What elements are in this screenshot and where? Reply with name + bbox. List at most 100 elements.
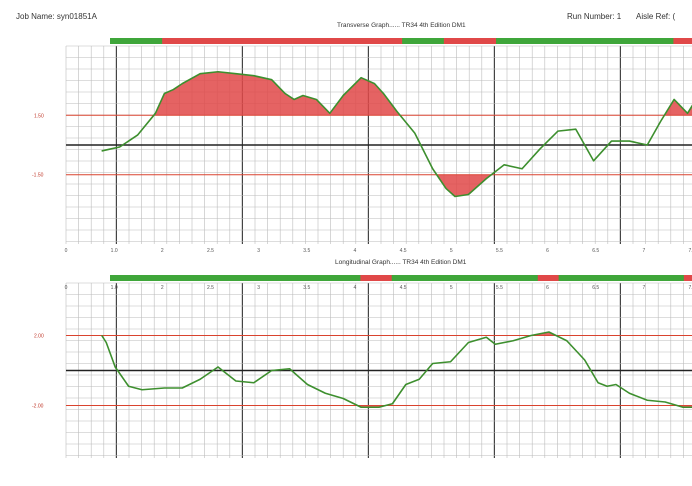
longitudinal-status-segment [652,275,665,281]
transverse-status-segment [349,38,362,44]
transverse-x-tick-label: 5.5 [496,248,503,254]
transverse-status-segment [589,38,602,44]
longitudinal-status-segment [349,275,362,281]
longitudinal-x-tick-label: 3.5 [303,285,310,291]
longitudinal-data-point [378,406,380,408]
longitudinal-data-point [181,387,183,389]
longitudinal-status-segment [454,275,466,281]
transverse-status-segment [673,38,686,44]
transverse-data-point [445,188,447,189]
transverse-status-segment [642,38,654,44]
longitudinal-data-point [163,387,165,389]
transverse-status-segment [662,38,675,44]
transverse-status-segment [110,38,122,44]
transverse-status-segment [548,38,560,44]
longitudinal-status-segment [631,275,644,281]
run-number: Run Number: 1 [567,12,622,21]
transverse-data-point [101,150,103,152]
transverse-data-point [575,128,577,130]
transverse-status-segment [621,38,633,44]
transverse-data-point [521,168,523,170]
longitudinal-data-point [450,361,451,363]
longitudinal-status-segment [485,275,498,281]
transverse-data-point [485,178,487,180]
longitudinal-data-point [199,378,201,380]
transverse-status-segment [443,38,456,44]
transverse-data-point [539,148,541,150]
transverse-status-segment [537,38,550,44]
longitudinal-status-segment [391,275,404,281]
transverse-status-segment [391,38,404,44]
transverse-status-segment [558,38,571,44]
transverse-status-segment [214,38,226,44]
transverse-status-segment [516,38,529,44]
transverse-status-segment [120,38,133,44]
longitudinal-x-tick-label: 4 [354,285,357,291]
longitudinal-status-segment [214,275,226,281]
longitudinal-data-point [606,385,608,387]
longitudinal-status-segment [589,275,602,281]
transverse-status-segment [276,38,289,44]
transverse-x-tick-label: 6 [546,248,549,254]
transverse-data-point [163,93,165,94]
longitudinal-data-point [682,406,684,408]
longitudinal-x-tick-label: 0 [65,285,68,291]
longitudinal-status-segment [141,275,153,281]
longitudinal-x-tick-label: 2.5 [207,285,214,291]
transverse-status-segment [297,38,310,44]
transverse-status-segment [224,38,237,44]
longitudinal-x-tick-label: 7 [642,285,645,291]
transverse-data-point [593,160,595,162]
transverse-data-point [235,73,237,75]
longitudinal-data-point [548,331,550,333]
longitudinal-x-tick-label: 7.5 [689,285,692,291]
longitudinal-status-segment [266,275,279,281]
longitudinal-data-point [101,335,103,336]
transverse-status-segment [610,38,623,44]
transverse-x-tick-label: 7.5 [689,248,692,254]
longitudinal-data-point [217,366,219,368]
longitudinal-status-segment [308,275,320,281]
longitudinal-status-segment [642,275,654,281]
transverse-data-point [110,148,112,150]
longitudinal-status-segment [172,275,185,281]
longitudinal-chart-title: Longitudinal Graph...... TR34 4th Editio… [335,259,467,266]
transverse-x-tick-label: 4.5 [400,248,407,254]
transverse-x-tick-label: 4 [354,248,357,254]
longitudinal-status-segment [370,275,383,281]
longitudinal-data-point [235,380,237,382]
transverse-status-segment [464,38,477,44]
transverse-status-segment [287,38,300,44]
longitudinal-status-segment [423,275,435,281]
transverse-data-point [155,112,156,114]
transverse-data-point [253,75,255,77]
transverse-x-tick-label: 5 [450,248,453,254]
longitudinal-data-point [405,384,407,385]
longitudinal-status-segment [475,275,487,281]
longitudinal-status-segment [235,275,247,281]
longitudinal-data-point [566,340,568,342]
transverse-status-segment [454,38,466,44]
longitudinal-status-segment [339,275,352,281]
longitudinal-status-segment [506,275,519,281]
longitudinal-status-segment [318,275,331,281]
longitudinal-status-segment [297,275,310,281]
transverse-x-tick-label: 2.5 [207,248,214,254]
transverse-data-point [383,93,384,94]
longitudinal-data-point [114,366,116,368]
longitudinal-x-tick-label: 2 [161,285,164,291]
transverse-data-point [342,95,344,96]
longitudinal-data-point [271,370,273,371]
longitudinal-status-segment [600,275,613,281]
transverse-x-tick-label: 1.0 [111,248,118,254]
transverse-status-segment [130,38,143,44]
longitudinal-data-point [105,342,107,343]
job-name: Job Name: syn01851A [16,12,97,21]
longitudinal-data-point [646,399,648,401]
transverse-status-segment [266,38,279,44]
longitudinal-status-segment [276,275,289,281]
transverse-status-segment [370,38,383,44]
longitudinal-data-point [432,363,434,364]
transverse-status-segment [329,38,341,44]
transverse-data-point [503,164,505,166]
